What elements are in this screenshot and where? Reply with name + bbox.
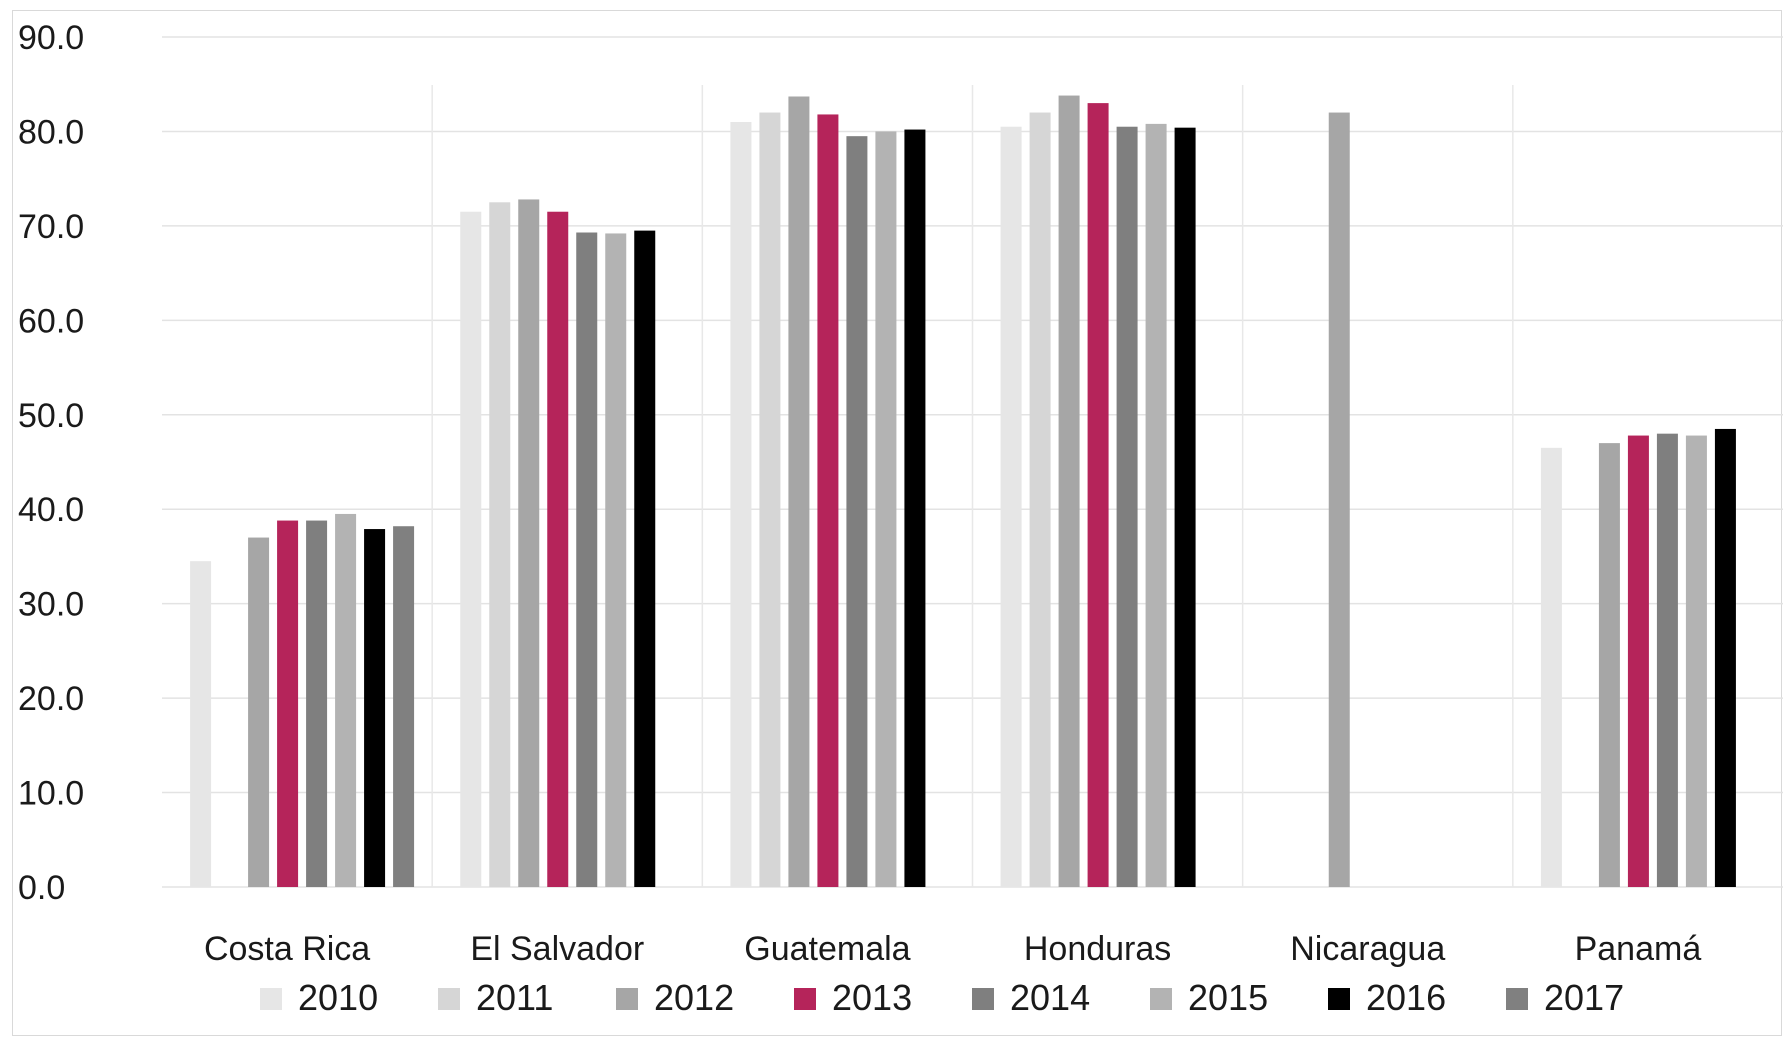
bar-honduras-2011 (1029, 112, 1051, 888)
x-category-label: Guatemala (744, 930, 910, 968)
legend-swatch-2010 (260, 988, 282, 1010)
bar-honduras-2013 (1087, 103, 1109, 888)
bar-panam--2014 (1656, 433, 1678, 887)
y-tick-label: 60.0 (18, 302, 84, 340)
legend-label: 2012 (654, 977, 734, 1018)
x-category-label: Honduras (1024, 930, 1171, 968)
bar-honduras-2015 (1145, 123, 1167, 887)
bar-el-salvador-2015 (605, 233, 627, 887)
x-category-label: Nicaragua (1290, 930, 1445, 968)
bar-guatemala-2011 (759, 112, 781, 888)
legend-swatch-2013 (794, 988, 816, 1010)
bar-el-salvador-2011 (489, 202, 511, 887)
bar-guatemala-2010 (730, 122, 752, 887)
bar-guatemala-2013 (817, 114, 839, 887)
bar-el-salvador-2010 (460, 211, 482, 887)
legend-label: 2010 (298, 977, 378, 1018)
legend-swatch-2014 (972, 988, 994, 1010)
bar-honduras-2012 (1058, 95, 1080, 888)
bar-panam--2016 (1714, 428, 1736, 887)
legend-swatch-2016 (1328, 988, 1350, 1010)
bar-costa-rica-2015 (335, 513, 357, 887)
gridlines (162, 36, 1783, 888)
legend-label: 2016 (1366, 977, 1446, 1018)
bar-costa-rica-2014 (306, 520, 328, 887)
bar-costa-rica-2017 (393, 526, 415, 887)
bars (190, 95, 1736, 888)
y-tick-label: 70.0 (18, 208, 84, 246)
legend-swatch-2015 (1150, 988, 1172, 1010)
bar-el-salvador-2012 (518, 199, 540, 887)
bar-panam--2012 (1598, 443, 1620, 887)
bar-costa-rica-2010 (190, 561, 212, 887)
bar-honduras-2014 (1116, 126, 1138, 887)
bar-costa-rica-2013 (277, 520, 299, 887)
bar-costa-rica-2012 (248, 537, 270, 887)
x-category-label: Panamá (1575, 930, 1702, 968)
legend-label: 2017 (1544, 977, 1624, 1018)
bar-el-salvador-2013 (547, 211, 569, 887)
y-axis-ticks: 0.0 10.0 20.0 30.0 40.0 50.0 60.0 70.0 80.0 90.0 (18, 19, 84, 907)
y-tick-label: 20.0 (18, 680, 84, 718)
legend-swatch-2017 (1506, 988, 1528, 1010)
bar-honduras-2010 (1000, 126, 1022, 887)
bar-el-salvador-2016 (634, 230, 656, 888)
bar-panam--2015 (1685, 435, 1707, 887)
legend-label: 2011 (476, 977, 553, 1018)
legend-label: 2013 (832, 977, 912, 1018)
y-tick-label: 30.0 (18, 586, 84, 624)
x-category-label: Costa Rica (204, 930, 370, 968)
bar-panam--2010 (1540, 447, 1562, 887)
x-category-label: El Salvador (470, 930, 644, 968)
legend-swatch-2012 (616, 988, 638, 1010)
y-tick-label: 10.0 (18, 775, 84, 813)
bar-nicaragua-2012 (1328, 112, 1350, 888)
legend: 2010 2011 2012 2013 2014 2015 2016 2017 (260, 977, 1624, 1018)
bar-el-salvador-2014 (576, 232, 598, 887)
bar-guatemala-2014 (846, 136, 868, 887)
bar-panam--2013 (1627, 435, 1649, 887)
category-labels: Costa Rica El Salvador Guatemala Honduras Ni… (204, 930, 1701, 968)
bar-honduras-2016 (1174, 127, 1196, 887)
bar-costa-rica-2016 (364, 529, 386, 887)
legend-swatch-2011 (438, 988, 460, 1010)
y-tick-label: 0.0 (18, 869, 65, 907)
bar-guatemala-2015 (875, 131, 897, 887)
y-tick-label: 40.0 (18, 491, 84, 529)
bar-guatemala-2016 (904, 129, 926, 888)
y-tick-label: 80.0 (18, 113, 84, 151)
y-tick-label: 90.0 (18, 19, 84, 57)
bar-guatemala-2012 (788, 96, 810, 887)
legend-label: 2015 (1188, 977, 1268, 1018)
y-tick-label: 50.0 (18, 397, 84, 435)
legend-label: 2014 (1010, 977, 1090, 1018)
